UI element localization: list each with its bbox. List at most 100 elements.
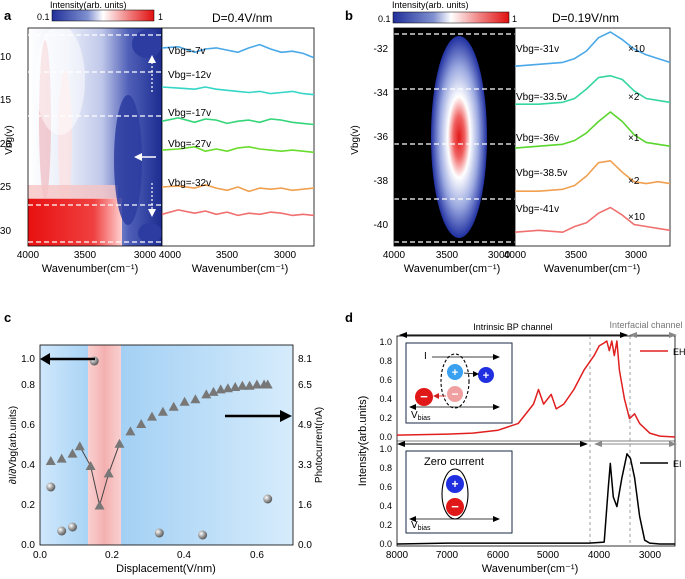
ytick: -32 bbox=[374, 44, 389, 55]
photocurrent-point bbox=[208, 386, 219, 396]
photocurrent-point bbox=[125, 426, 136, 436]
photocurrent-point bbox=[56, 453, 67, 463]
xtick: 7000 bbox=[436, 550, 459, 561]
ytick: 0.4 bbox=[379, 394, 392, 404]
spectrum-trace-a bbox=[161, 184, 315, 193]
electron-icon bbox=[446, 498, 464, 516]
photocurrent-point bbox=[157, 406, 168, 416]
panel-label-c: c bbox=[4, 310, 11, 325]
xtick: 3000 bbox=[625, 250, 648, 261]
derivative-point bbox=[68, 522, 77, 532]
xlabel-a-spec: Wavenumber(cm⁻¹) bbox=[192, 263, 288, 275]
photocurrent-point bbox=[244, 380, 255, 390]
displacement-b: D=0.19V/nm bbox=[552, 11, 619, 25]
spectrum-trace-a bbox=[161, 86, 315, 96]
spectra-a: Vbg=-7v Vbg=-12v Vbg=-17v Vbg=-27v Vbg=-… bbox=[159, 27, 315, 275]
photocurrent-point bbox=[67, 448, 78, 458]
ytick: -40 bbox=[374, 220, 389, 231]
photocurrent-point bbox=[74, 441, 85, 451]
trace-label: Vbg=-36v bbox=[516, 133, 559, 144]
svg-text:+: + bbox=[451, 477, 458, 491]
colorbar-min-a: 0.1 bbox=[37, 12, 50, 22]
ytick: 1.0 bbox=[21, 354, 35, 365]
xlabel-b-spec: Wavenumber(cm⁻¹) bbox=[544, 263, 640, 275]
trace-label: Vbg=-17v bbox=[168, 108, 211, 119]
xtick: 6000 bbox=[487, 550, 510, 561]
spectrum-trace-b bbox=[514, 31, 671, 67]
photocurrent-point bbox=[85, 461, 96, 470]
panel-label-b: b bbox=[345, 8, 353, 23]
photocurrent-point bbox=[45, 456, 56, 465]
photocurrent-point bbox=[222, 383, 233, 393]
xtick: 3500 bbox=[74, 250, 97, 261]
ytick: -15 bbox=[0, 95, 11, 106]
trace-label: Vbg=-38.5v bbox=[516, 168, 567, 179]
panel-label-a: a bbox=[4, 8, 12, 23]
panel-label-d: d bbox=[345, 310, 353, 325]
zero-current-label: Zero current bbox=[424, 456, 484, 468]
ytick: 1.0 bbox=[379, 337, 392, 347]
xtick: 5000 bbox=[537, 550, 560, 561]
xtick: 0.4 bbox=[177, 550, 191, 561]
colorbar-a bbox=[51, 9, 155, 22]
displacement-a: D=0.4V/nm bbox=[212, 11, 272, 25]
ytick: -36 bbox=[374, 132, 389, 143]
xtick: 3000 bbox=[134, 250, 157, 261]
xtick: 8000 bbox=[386, 550, 409, 561]
vbias-label: Vbias bbox=[411, 410, 431, 422]
trace-label: Vbg=-31v bbox=[516, 44, 559, 55]
photocurrent-point bbox=[237, 380, 248, 390]
trace-label: Vbg=-32v bbox=[168, 178, 211, 189]
xtick: 4000 bbox=[588, 550, 611, 561]
xtick: 3500 bbox=[216, 250, 239, 261]
ytick-right: 0.0 bbox=[298, 540, 312, 551]
ytick: 0.0 bbox=[379, 432, 392, 442]
ei-trace bbox=[396, 453, 675, 545]
ylabel-left-c: ∂I/∂Vbg(arb.units) bbox=[8, 406, 19, 484]
ylabel-d: Intensity(arb.units) bbox=[357, 396, 369, 486]
xtick: 3500 bbox=[436, 250, 459, 261]
free-hole-icon bbox=[478, 367, 494, 383]
photocurrent-point bbox=[190, 394, 201, 404]
ylabel-a: Vbg(v) bbox=[4, 125, 15, 154]
ehl-trace bbox=[396, 340, 676, 438]
arrow-down-a bbox=[148, 209, 156, 217]
ylabel-b: Vbg(v) bbox=[350, 125, 361, 154]
xtick: 0.0 bbox=[33, 550, 47, 561]
photocurrent-point bbox=[136, 419, 147, 428]
xtick: 3500 bbox=[565, 250, 588, 261]
scale-label: ×2 bbox=[628, 176, 640, 187]
scale-label: ×2 bbox=[628, 92, 640, 103]
derivative-point bbox=[154, 528, 164, 538]
svg-text:+: + bbox=[452, 367, 458, 379]
ytick: 1.0 bbox=[379, 444, 392, 454]
ytick: 0.2 bbox=[379, 413, 392, 423]
spectrum-trace-a bbox=[161, 146, 315, 154]
ytick-right: 6.5 bbox=[298, 380, 312, 391]
inset-ei: Zero current + − Vbias bbox=[405, 450, 513, 534]
ytick: 0.6 bbox=[379, 482, 392, 492]
xtick: 3000 bbox=[639, 550, 662, 561]
map-axes-b: -32 -34 -36 -38 -40 Vbg(v) 4000 3500 300… bbox=[350, 44, 511, 275]
ytick: 0.2 bbox=[379, 520, 392, 530]
svg-text:−: − bbox=[420, 389, 428, 404]
photocurrent-point bbox=[251, 379, 262, 389]
heatmap-b bbox=[393, 27, 516, 247]
photocurrent-point bbox=[179, 396, 190, 406]
vbias-label: Vbias bbox=[411, 520, 431, 532]
colorbar-b bbox=[392, 11, 510, 24]
colorbar-min-b: 0.1 bbox=[378, 14, 391, 24]
inset-ehl: I + − + − Vbias bbox=[405, 342, 513, 424]
photocurrent-point bbox=[94, 500, 105, 510]
map-axes-a: -10 -15 -20 -25 -30 Vbg(v) 4000 3500 300… bbox=[0, 52, 157, 275]
heatmap-a bbox=[27, 25, 163, 247]
xlabel-c: Displacement(V/nm) bbox=[116, 563, 216, 575]
xlabel-a-map: Wavenumber(cm⁻¹) bbox=[42, 263, 138, 275]
trace-label: Vbg=-41v bbox=[516, 204, 559, 215]
ytick: 0.0 bbox=[379, 539, 392, 549]
ytick: -25 bbox=[0, 182, 11, 193]
xtick: 4000 bbox=[159, 250, 182, 261]
ytick: -34 bbox=[374, 88, 389, 99]
hole-icon bbox=[447, 364, 463, 380]
ytick: -30 bbox=[0, 226, 11, 237]
